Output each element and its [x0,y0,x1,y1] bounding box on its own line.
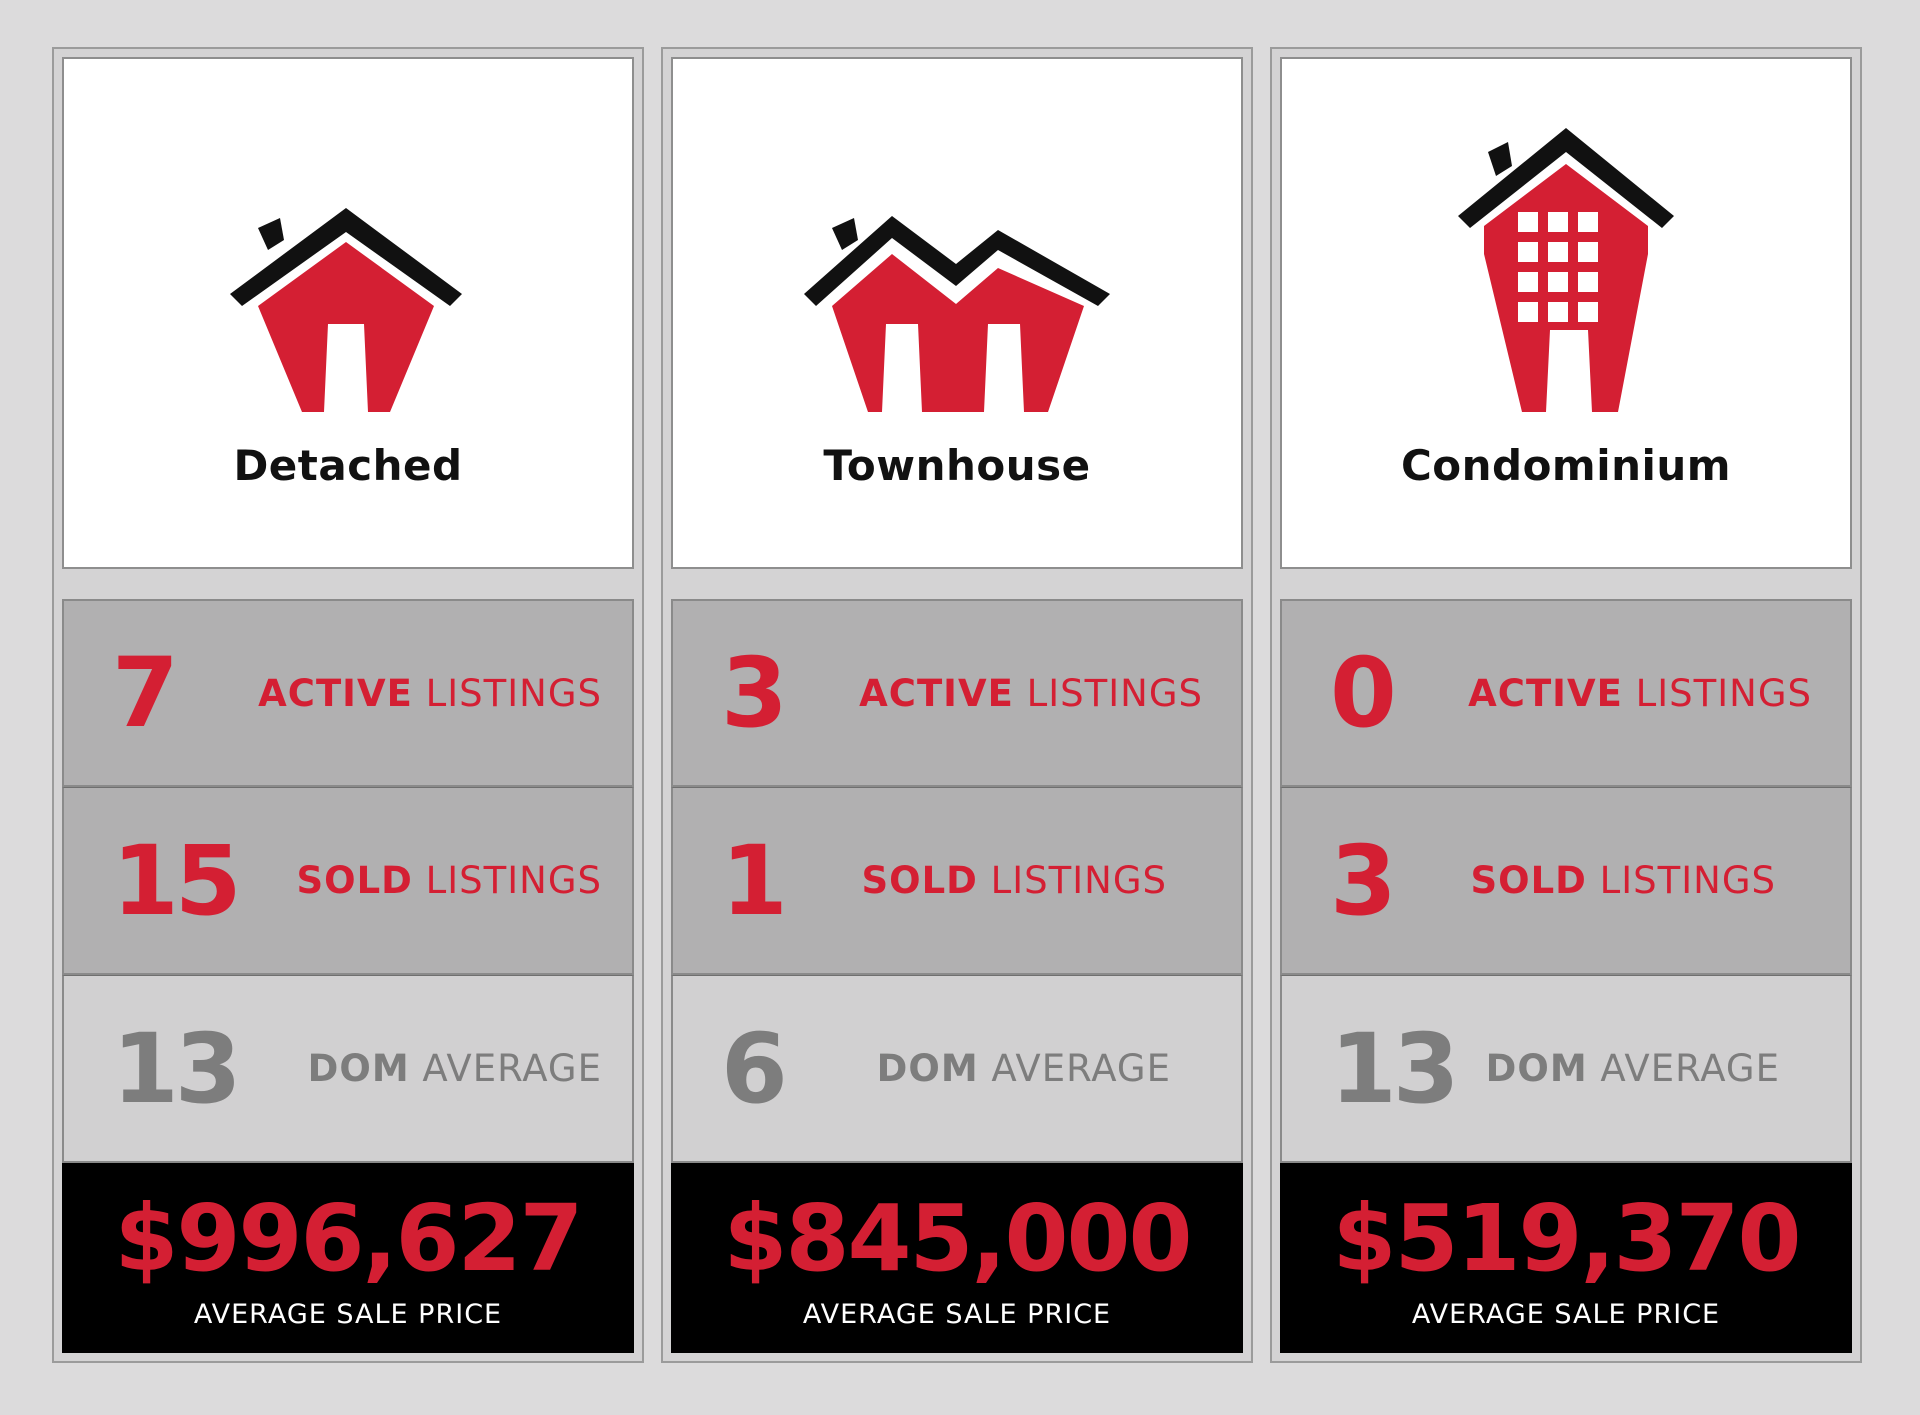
property-type-header: Townhouse [671,57,1243,569]
sold-listings-label: SOLD LISTINGS [861,859,1167,902]
average-sale-price-label: AVERAGE SALE PRICE [193,1299,503,1330]
panel-condominium: Condominium 0 ACTIVE LISTINGS 3 SOLD LIS… [1270,47,1862,1363]
dom-average-label: DOM AVERAGE [307,1047,602,1090]
active-listings-label: ACTIVE LISTINGS [1468,671,1812,715]
active-listings-row: 7 ACTIVE LISTINGS [62,599,634,787]
dom-average-value: 13 [1330,1012,1460,1125]
sold-listings-label: SOLD LISTINGS [1470,859,1776,902]
average-sale-price-box: $996,627 AVERAGE SALE PRICE [62,1163,634,1353]
sold-listings-label: SOLD LISTINGS [296,859,602,902]
sold-listings-row: 1 SOLD LISTINGS [671,787,1243,975]
dom-average-value: 13 [112,1012,242,1125]
dom-average-label: DOM AVERAGE [876,1047,1171,1090]
sold-listings-count: 1 [721,824,788,937]
sold-listings-count: 3 [1330,824,1397,937]
dom-average-row: 13 DOM AVERAGE [62,975,634,1163]
property-type-header: Condominium [1280,57,1852,569]
average-sale-price-label: AVERAGE SALE PRICE [802,1299,1112,1330]
active-listings-row: 0 ACTIVE LISTINGS [1280,599,1852,787]
active-listings-count: 0 [1330,637,1397,749]
average-sale-price-label: AVERAGE SALE PRICE [1411,1299,1721,1330]
sold-listings-count: 15 [112,824,242,937]
dom-average-label: DOM AVERAGE [1485,1047,1780,1090]
average-sale-price-value: $996,627 [114,1185,583,1292]
sold-listings-row: 15 SOLD LISTINGS [62,787,634,975]
dom-average-row: 6 DOM AVERAGE [671,975,1243,1163]
property-type-label: Condominium [1400,441,1732,490]
active-listings-count: 7 [112,637,179,749]
average-sale-price-value: $845,000 [723,1185,1192,1292]
property-type-label: Detached [233,441,463,490]
sold-listings-row: 3 SOLD LISTINGS [1280,787,1852,975]
active-listings-label: ACTIVE LISTINGS [859,671,1203,715]
detached-house-icon [230,208,462,412]
active-listings-row: 3 ACTIVE LISTINGS [671,599,1243,787]
condominium-icon [1458,128,1674,412]
average-sale-price-box: $845,000 AVERAGE SALE PRICE [671,1163,1243,1353]
dom-average-row: 13 DOM AVERAGE [1280,975,1852,1163]
townhouse-icon [804,216,1110,412]
average-sale-price-value: $519,370 [1332,1185,1801,1292]
property-type-label: Townhouse [823,441,1091,490]
active-listings-label: ACTIVE LISTINGS [258,671,602,715]
average-sale-price-box: $519,370 AVERAGE SALE PRICE [1280,1163,1852,1353]
active-listings-count: 3 [721,637,788,749]
dom-average-value: 6 [721,1012,788,1125]
property-type-header: Detached [62,57,634,569]
panel-detached: Detached 7 ACTIVE LISTINGS 15 SOLD LISTI… [52,47,644,1363]
panel-townhouse: Townhouse 3 ACTIVE LISTINGS 1 SOLD LISTI… [661,47,1253,1363]
